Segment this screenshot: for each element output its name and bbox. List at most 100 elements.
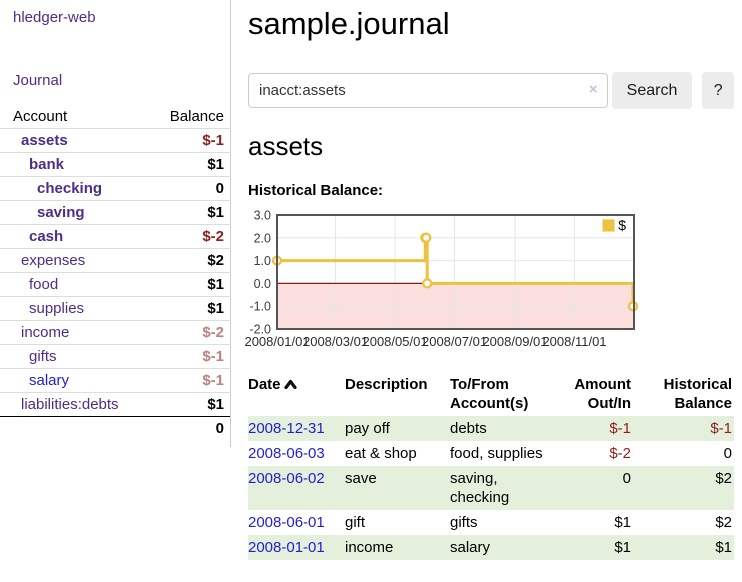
account-balance: $-1	[202, 132, 224, 149]
accounts-header-account: Account	[13, 108, 68, 125]
transaction-description: gift	[345, 514, 366, 531]
transaction-description: pay off	[345, 420, 390, 437]
account-row: bank $1	[0, 152, 230, 177]
transaction-date-link[interactable]: 2008-12-31	[248, 420, 325, 437]
account-balance: $1	[207, 300, 224, 317]
account-balance: $-1	[202, 372, 224, 389]
chart-legend: $	[600, 216, 628, 234]
account-balance: $1	[207, 396, 224, 413]
transaction-balance: 0	[723, 445, 732, 462]
transaction-balance: $2	[715, 514, 732, 531]
accounts-header-row: Account Balance	[0, 105, 230, 129]
transaction-description: save	[345, 470, 377, 487]
account-row: checking 0	[0, 176, 230, 201]
svg-text:-2.0: -2.0	[249, 323, 271, 337]
account-link[interactable]: liabilities:debts	[21, 396, 119, 413]
help-button[interactable]: ?	[702, 72, 734, 109]
transaction-amount: $-2	[609, 445, 631, 462]
search-form: × Search ?	[248, 72, 734, 109]
account-row: liabilities:debts $1	[0, 392, 230, 417]
transaction-amount: $1	[614, 514, 631, 531]
svg-text:2008/01/01: 2008/01/01	[244, 334, 309, 349]
account-row: salary $-1	[0, 368, 230, 393]
account-balance: 0	[215, 180, 224, 197]
accounts-total-row: 0	[0, 416, 230, 441]
account-link[interactable]: cash	[29, 228, 64, 245]
account-heading: assets	[248, 131, 324, 161]
chart-canvas: 3.0 2.0 1.0 0.0 -1.0 -2.02008/01/012008/03/01…	[244, 209, 639, 349]
svg-text:-1.0: -1.0	[249, 300, 271, 314]
account-row: food $1	[0, 272, 230, 297]
account-balance: $2	[207, 252, 224, 269]
account-row: expenses $2	[0, 248, 230, 273]
account-row: income $-2	[0, 320, 230, 345]
header-tofrom: To/From Account(s)	[450, 376, 529, 412]
legend-swatch-icon	[602, 218, 616, 232]
account-link[interactable]: saving	[37, 204, 85, 221]
transaction-accounts: debts	[450, 420, 487, 437]
sidebar: hledger-web Journal Account Balance asse…	[0, 0, 231, 447]
svg-text:2008/11/01: 2008/11/01	[542, 334, 606, 349]
account-balance: $-2	[202, 324, 224, 341]
transaction-accounts: food, supplies	[450, 445, 543, 462]
search-input[interactable]	[248, 73, 608, 108]
transaction-date-link[interactable]: 2008-06-03	[248, 445, 325, 462]
transaction-accounts: saving, checking	[450, 470, 510, 506]
app-title-link[interactable]: hledger-web	[13, 9, 96, 26]
transaction-amount: $1	[614, 539, 631, 556]
header-description: Description	[345, 376, 428, 393]
svg-text:2008/09/01: 2008/09/01	[482, 334, 547, 349]
account-row: supplies $1	[0, 296, 230, 321]
svg-text:1.0: 1.0	[254, 254, 271, 268]
account-link[interactable]: bank	[29, 156, 65, 173]
transaction-row: 2008-06-03 eat & shop food, supplies $-2…	[248, 441, 734, 466]
account-balance: $-1	[202, 348, 224, 365]
svg-text:2008/07/01: 2008/07/01	[422, 334, 487, 349]
transaction-row: 2008-12-31 pay off debts $-1 $-1	[248, 416, 734, 441]
account-link[interactable]: gifts	[29, 348, 57, 365]
svg-text:2.0: 2.0	[254, 231, 271, 245]
search-button[interactable]: Search	[611, 72, 693, 109]
accounts-table: Account Balance assets $-1 bank $1 check…	[0, 105, 230, 440]
historical-balance-chart: 3.0 2.0 1.0 0.0 -1.0 -2.0 2008/01/01 2008/03/01…	[244, 208, 734, 360]
transaction-row: 2008-01-01 income salary $1 $1	[248, 535, 734, 560]
account-link[interactable]: salary	[29, 372, 70, 389]
transaction-description: income	[345, 539, 394, 556]
header-date[interactable]: Date	[248, 372, 345, 416]
account-row: saving $1	[0, 200, 230, 225]
chart-heading: Historical Balance:	[248, 182, 384, 199]
transaction-balance: $1	[715, 539, 732, 556]
account-balance: $1	[207, 276, 224, 293]
register-header-row: Date Description To/From Account(s) Amou…	[248, 372, 734, 416]
account-link[interactable]: assets	[21, 132, 68, 149]
transaction-accounts: gifts	[450, 514, 478, 531]
account-link[interactable]: supplies	[29, 300, 85, 317]
account-row: gifts $-1	[0, 344, 230, 369]
svg-text:2008/05/01: 2008/05/01	[362, 334, 427, 349]
account-row: assets $-1	[0, 128, 230, 153]
clear-search-icon[interactable]: ×	[588, 81, 598, 98]
transaction-balance: $2	[715, 470, 732, 487]
transaction-balance: $-1	[710, 420, 732, 437]
account-link[interactable]: food	[29, 276, 59, 293]
account-link[interactable]: income	[21, 324, 70, 341]
header-amount: Amount Out/In	[574, 376, 631, 412]
chevron-up-icon	[283, 375, 297, 394]
svg-text:0.0: 0.0	[254, 277, 271, 291]
accounts-header-balance: Balance	[169, 108, 224, 125]
nav-journal-link[interactable]: Journal	[13, 72, 63, 89]
account-balance: $1	[207, 204, 224, 221]
transaction-accounts: salary	[450, 539, 491, 556]
account-balance: $-2	[202, 228, 224, 245]
svg-text:3.0: 3.0	[254, 209, 271, 223]
transaction-date-link[interactable]: 2008-06-01	[248, 514, 325, 531]
transaction-date-link[interactable]: 2008-06-02	[248, 470, 325, 487]
page-title: sample.journal	[248, 6, 450, 41]
main-content: sample.journal × Search ? assets Histori…	[244, 0, 734, 560]
transaction-date-link[interactable]: 2008-01-01	[248, 539, 325, 556]
transaction-row: 2008-06-01 gift gifts $1 $2	[248, 510, 734, 535]
account-link[interactable]: checking	[37, 180, 103, 197]
legend-label: $	[618, 217, 626, 233]
transaction-amount: $-1	[609, 420, 631, 437]
account-link[interactable]: expenses	[21, 252, 86, 269]
